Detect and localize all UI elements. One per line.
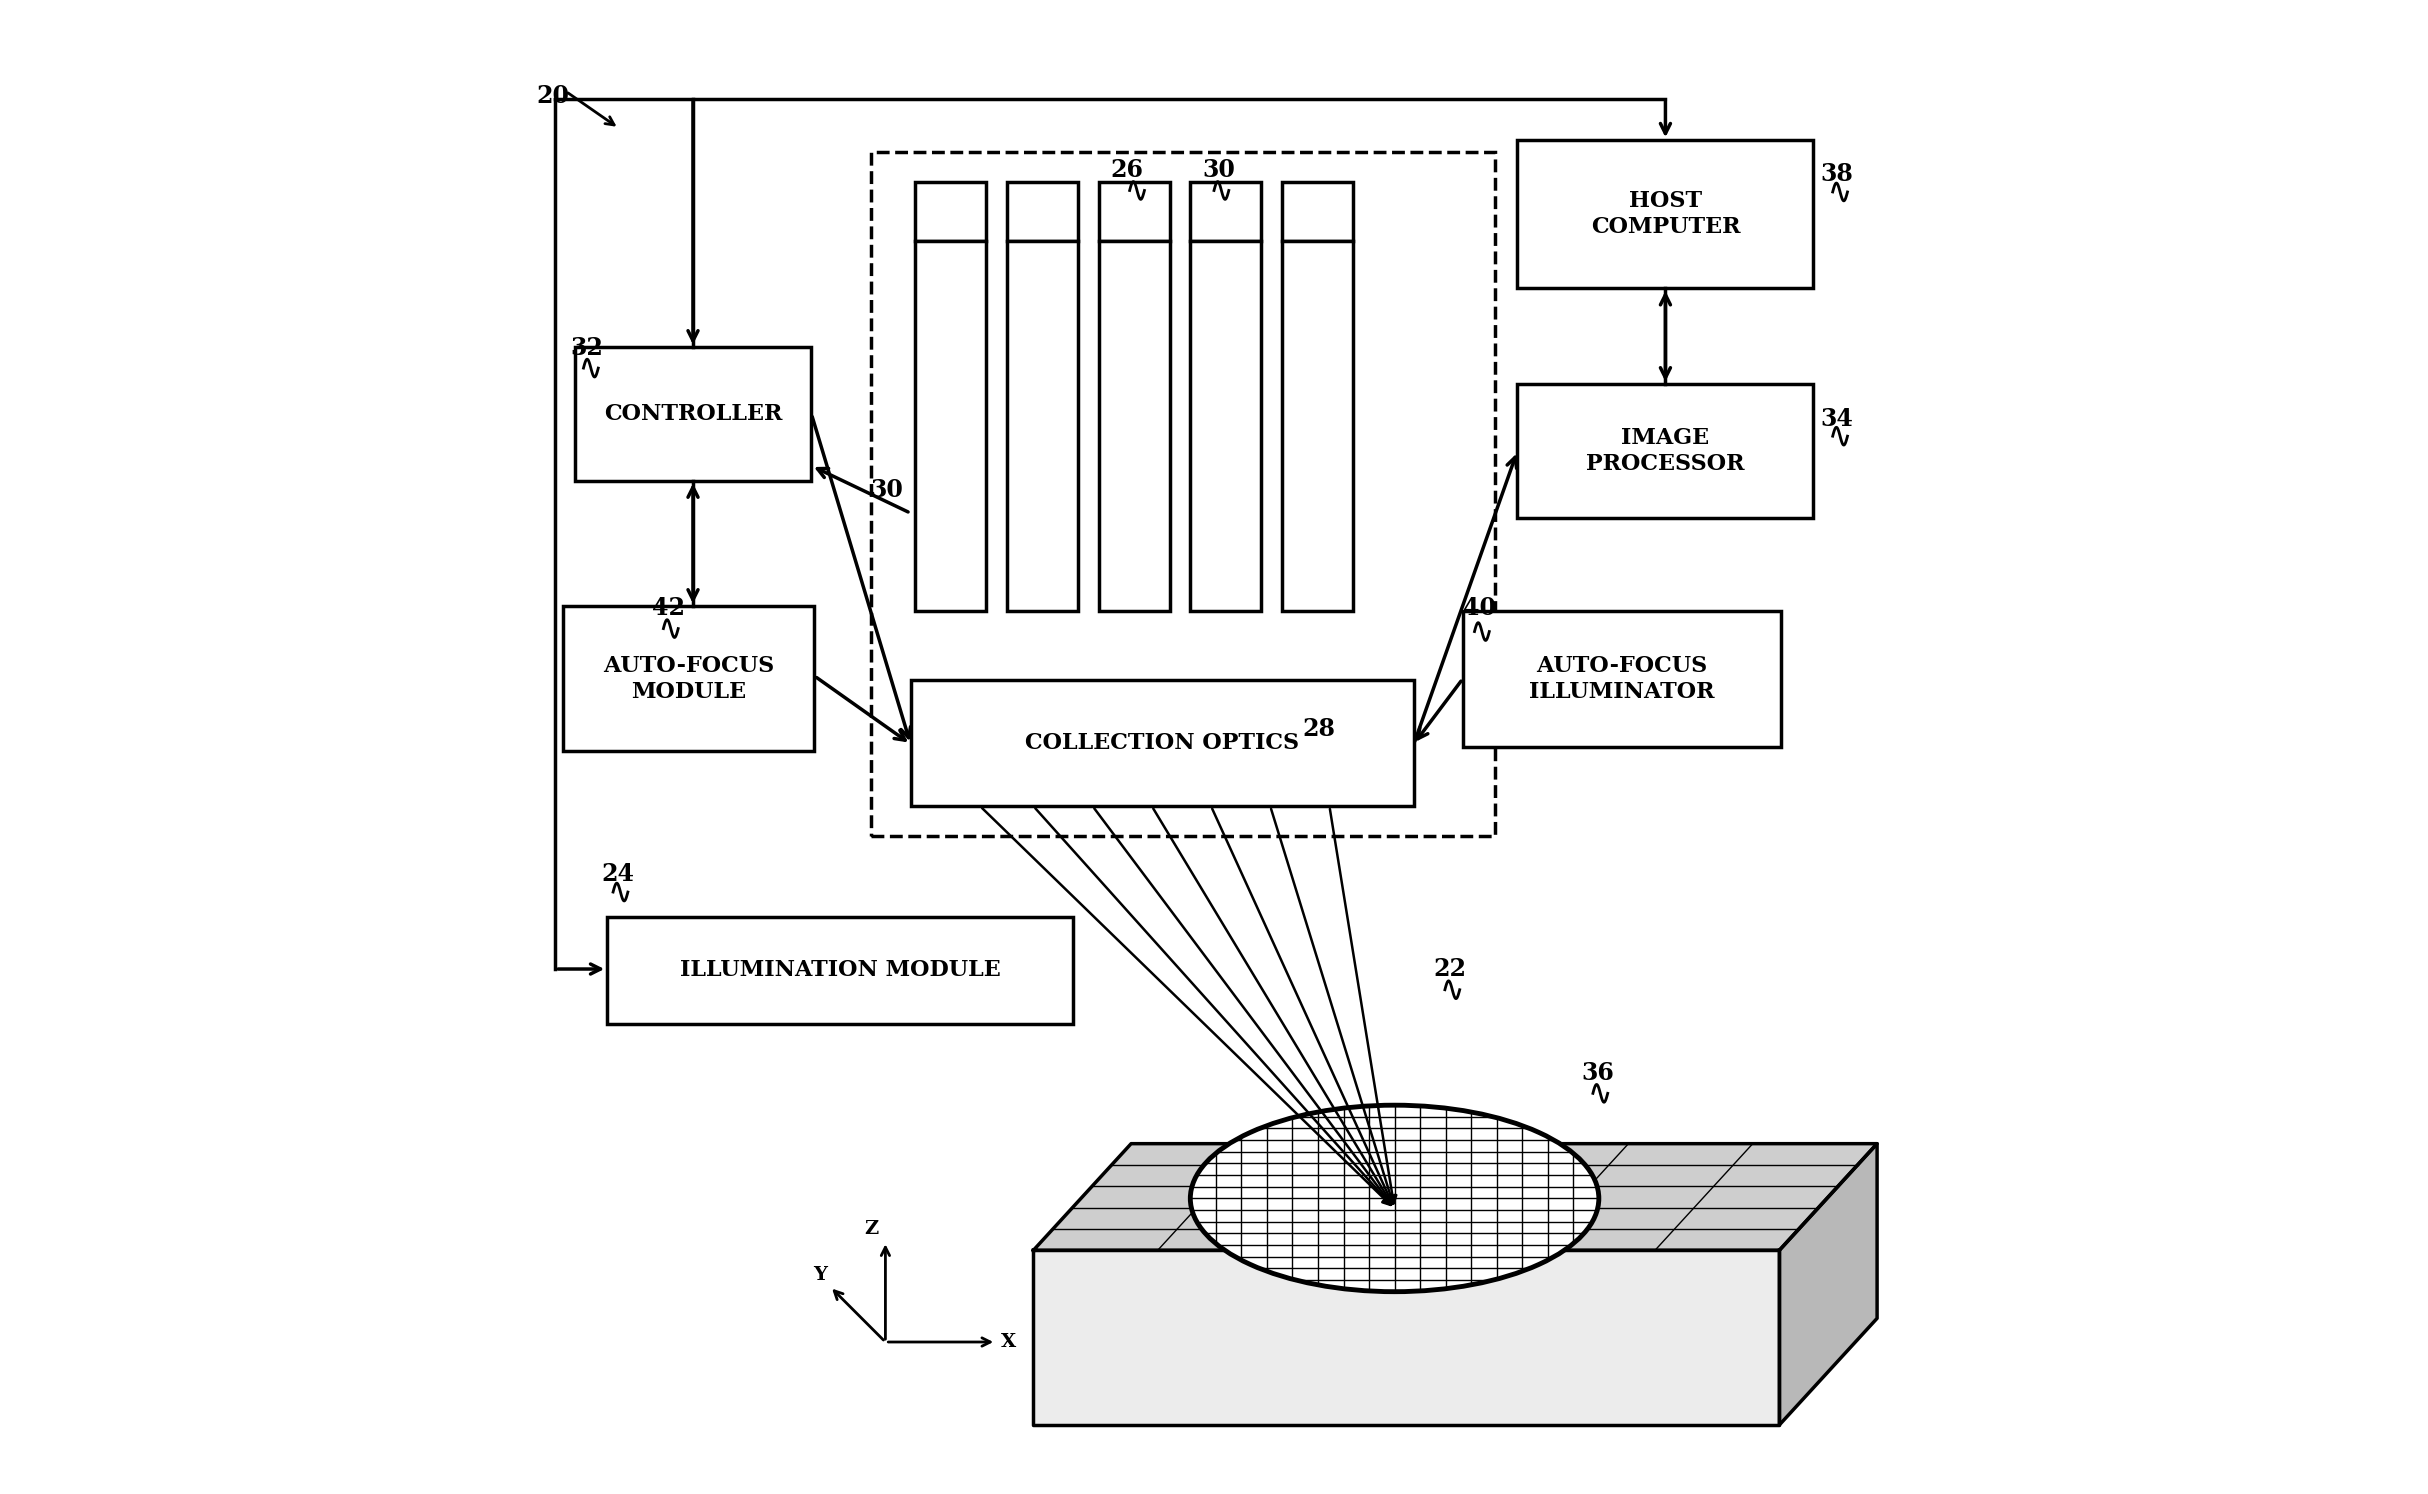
FancyBboxPatch shape <box>1190 241 1263 611</box>
FancyBboxPatch shape <box>563 607 813 751</box>
FancyBboxPatch shape <box>1008 182 1078 241</box>
Text: IMAGE
PROCESSOR: IMAGE PROCESSOR <box>1585 427 1746 475</box>
Text: COLLECTION OPTICS: COLLECTION OPTICS <box>1025 732 1299 754</box>
FancyBboxPatch shape <box>1097 182 1170 241</box>
Polygon shape <box>1034 1250 1780 1425</box>
Text: 26: 26 <box>1110 158 1144 182</box>
FancyBboxPatch shape <box>910 680 1413 807</box>
FancyBboxPatch shape <box>1097 241 1170 611</box>
FancyBboxPatch shape <box>1008 241 1078 611</box>
Text: Z: Z <box>864 1221 879 1239</box>
Text: AUTO-FOCUS
ILLUMINATOR: AUTO-FOCUS ILLUMINATOR <box>1530 656 1714 702</box>
FancyBboxPatch shape <box>607 917 1073 1023</box>
FancyBboxPatch shape <box>1462 611 1780 747</box>
Text: AUTO-FOCUS
MODULE: AUTO-FOCUS MODULE <box>602 656 775 702</box>
FancyBboxPatch shape <box>1282 241 1352 611</box>
Text: 32: 32 <box>571 336 602 360</box>
Text: X: X <box>1000 1333 1017 1351</box>
Text: ILLUMINATION MODULE: ILLUMINATION MODULE <box>680 959 1000 982</box>
Text: Y: Y <box>813 1265 828 1283</box>
Text: 34: 34 <box>1821 406 1853 430</box>
Text: 24: 24 <box>602 862 634 886</box>
Text: 30: 30 <box>872 478 903 502</box>
Text: 30: 30 <box>1202 158 1236 182</box>
Ellipse shape <box>1190 1106 1598 1292</box>
Text: 28: 28 <box>1304 717 1335 741</box>
FancyBboxPatch shape <box>1282 182 1352 241</box>
FancyBboxPatch shape <box>1518 384 1814 517</box>
FancyBboxPatch shape <box>1190 182 1263 241</box>
FancyBboxPatch shape <box>915 182 986 241</box>
FancyBboxPatch shape <box>1518 140 1814 288</box>
Polygon shape <box>1034 1144 1877 1250</box>
Text: 22: 22 <box>1433 958 1467 982</box>
FancyBboxPatch shape <box>575 348 811 481</box>
Text: HOST
COMPUTER: HOST COMPUTER <box>1590 190 1741 238</box>
Text: 36: 36 <box>1581 1061 1615 1085</box>
Text: 20: 20 <box>537 84 568 108</box>
FancyBboxPatch shape <box>915 241 986 611</box>
Polygon shape <box>1780 1144 1877 1425</box>
Text: 42: 42 <box>651 596 685 620</box>
Text: 38: 38 <box>1821 163 1853 187</box>
Text: CONTROLLER: CONTROLLER <box>605 403 782 424</box>
Text: 40: 40 <box>1462 596 1496 620</box>
